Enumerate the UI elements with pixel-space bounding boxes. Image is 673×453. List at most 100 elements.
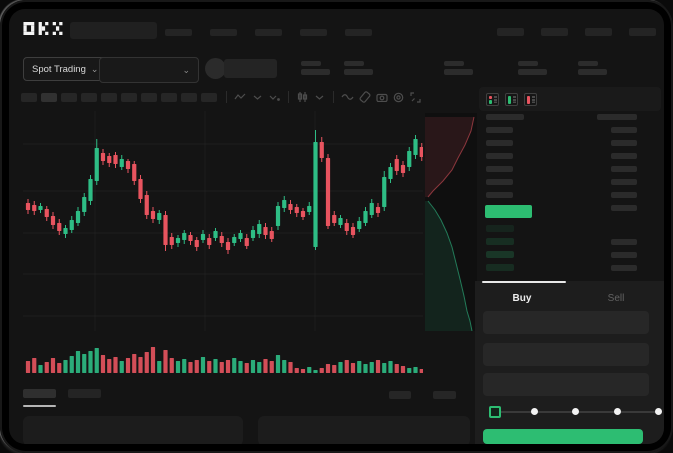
slider-stop[interactable] — [530, 408, 538, 415]
candles-layer — [25, 130, 424, 254]
expand-icon[interactable] — [408, 90, 423, 104]
market-stat — [518, 61, 547, 75]
candlestick-chart[interactable] — [23, 111, 424, 387]
orderbook-row-bar[interactable] — [486, 114, 524, 120]
trade-form: Buy Sell — [475, 281, 664, 444]
orderbook-row-bar[interactable] — [486, 140, 513, 146]
settings-icon[interactable] — [391, 90, 406, 104]
orderbook-row-bar[interactable] — [611, 252, 637, 258]
bid-bar-glyph — [488, 100, 492, 104]
toolbar-divider — [288, 91, 289, 103]
candles-icon[interactable] — [295, 90, 310, 104]
orderbook-row-bar[interactable] — [486, 264, 514, 271]
timeframe-button[interactable] — [121, 92, 137, 102]
bottom-action-placeholder[interactable] — [433, 391, 456, 399]
orderbook-row-bar[interactable] — [486, 153, 513, 159]
timeframe-button-active[interactable] — [41, 92, 57, 102]
nav-utility-item[interactable] — [585, 28, 612, 36]
bid-depth-line — [427, 200, 473, 332]
nav-menu — [165, 29, 372, 36]
orderbook-row-bar[interactable] — [611, 127, 637, 133]
interval-chevron-icon[interactable] — [267, 90, 282, 104]
orderbook-row-bar[interactable] — [486, 225, 514, 232]
nav-utility-item[interactable] — [629, 28, 656, 36]
orderbook-row-bar[interactable] — [486, 192, 513, 198]
orderbook-row-bar[interactable] — [611, 166, 637, 172]
book-layout-bids-icon[interactable] — [505, 93, 518, 106]
slider-stop[interactable] — [655, 408, 662, 415]
orderbook-row-bar[interactable] — [611, 179, 637, 185]
slider-stop[interactable] — [572, 408, 579, 415]
bottom-tab-underline — [23, 405, 56, 407]
bottom-tab-active[interactable] — [23, 389, 56, 398]
bottom-tab[interactable] — [68, 389, 101, 398]
orderbook-row-bar[interactable] — [611, 153, 637, 159]
timeframe-button[interactable] — [21, 92, 37, 102]
nav-utility-item[interactable] — [497, 28, 524, 36]
slider-handle[interactable] — [489, 406, 501, 418]
depth-chart[interactable] — [425, 113, 477, 332]
nav-menu-item[interactable] — [255, 29, 282, 36]
timeframe-button[interactable] — [181, 92, 197, 102]
market-stat — [344, 61, 373, 75]
nav-menu-item[interactable] — [165, 29, 192, 36]
amount-input-placeholder[interactable] — [483, 343, 649, 366]
nav-menu-item[interactable] — [300, 29, 327, 36]
orderbook-row-bar[interactable] — [486, 127, 513, 133]
indicator-wave-icon[interactable] — [340, 90, 355, 104]
orderbook-row-bar[interactable] — [597, 114, 637, 120]
market-type-selector[interactable]: Spot Trading ⌄ — [23, 57, 108, 81]
active-tab-indicator — [482, 281, 566, 283]
tab-buy[interactable]: Buy — [512, 293, 532, 304]
line-style-icon[interactable] — [233, 90, 248, 104]
orderbook-row-bar[interactable] — [611, 205, 637, 211]
buy-submit-button[interactable] — [483, 429, 643, 444]
timeframe-button[interactable] — [201, 92, 217, 102]
token-avatar — [205, 58, 226, 79]
orderbook-row-bar[interactable] — [486, 166, 513, 172]
book-layout-split-icon[interactable] — [486, 93, 499, 106]
orderbook-row-bar[interactable] — [611, 239, 637, 245]
orderbook-row-bar[interactable] — [611, 265, 637, 271]
pair-select[interactable]: ⌄ — [99, 57, 199, 83]
orderbook[interactable] — [479, 106, 664, 278]
orderbook-row-bar[interactable] — [486, 251, 514, 258]
nav-menu-item[interactable] — [345, 29, 372, 36]
gridlines — [23, 143, 423, 317]
camera-icon[interactable] — [374, 90, 389, 104]
timeframe-button[interactable] — [161, 92, 177, 102]
chevron-down-icon[interactable] — [250, 90, 265, 104]
chart-toolbar — [21, 89, 424, 105]
nav-primary-placeholder[interactable] — [70, 22, 157, 39]
slider-stop[interactable] — [613, 408, 621, 415]
history-panel-placeholder — [258, 416, 470, 444]
tag-icon[interactable] — [357, 90, 372, 104]
toolbar-divider — [226, 91, 227, 103]
orderbook-row-bar[interactable] — [486, 179, 513, 185]
market-stat — [301, 61, 330, 75]
nav-utility-item[interactable] — [541, 28, 568, 36]
timeframe-button[interactable] — [141, 92, 157, 102]
orderbook-row-bar[interactable] — [611, 192, 637, 198]
market-stat — [578, 61, 607, 75]
timeframe-button[interactable] — [61, 92, 77, 102]
chevron-down-icon[interactable] — [312, 90, 327, 104]
amount-slider[interactable] — [489, 403, 662, 421]
price-input-placeholder[interactable] — [483, 311, 649, 334]
ask-depth-line — [427, 116, 475, 198]
book-layout-asks-icon[interactable] — [524, 93, 537, 106]
chevron-down-icon: ⌄ — [90, 64, 99, 74]
nav-menu-item[interactable] — [210, 29, 237, 36]
orderbook-row-bar[interactable] — [486, 238, 514, 245]
pair-name-placeholder — [224, 59, 277, 78]
nav-utilities — [497, 28, 656, 36]
timeframe-button[interactable] — [81, 92, 97, 102]
ask-depth-area — [425, 117, 474, 197]
total-input-placeholder[interactable] — [483, 373, 649, 396]
orderbook-row-bar[interactable] — [611, 140, 637, 146]
trading-app-surface: Spot Trading ⌄ ⌄ — [9, 9, 664, 444]
bottom-action-placeholder[interactable] — [389, 391, 411, 399]
tab-sell[interactable]: Sell — [607, 293, 625, 304]
last-price-highlight[interactable] — [485, 205, 532, 218]
timeframe-button[interactable] — [101, 92, 117, 102]
